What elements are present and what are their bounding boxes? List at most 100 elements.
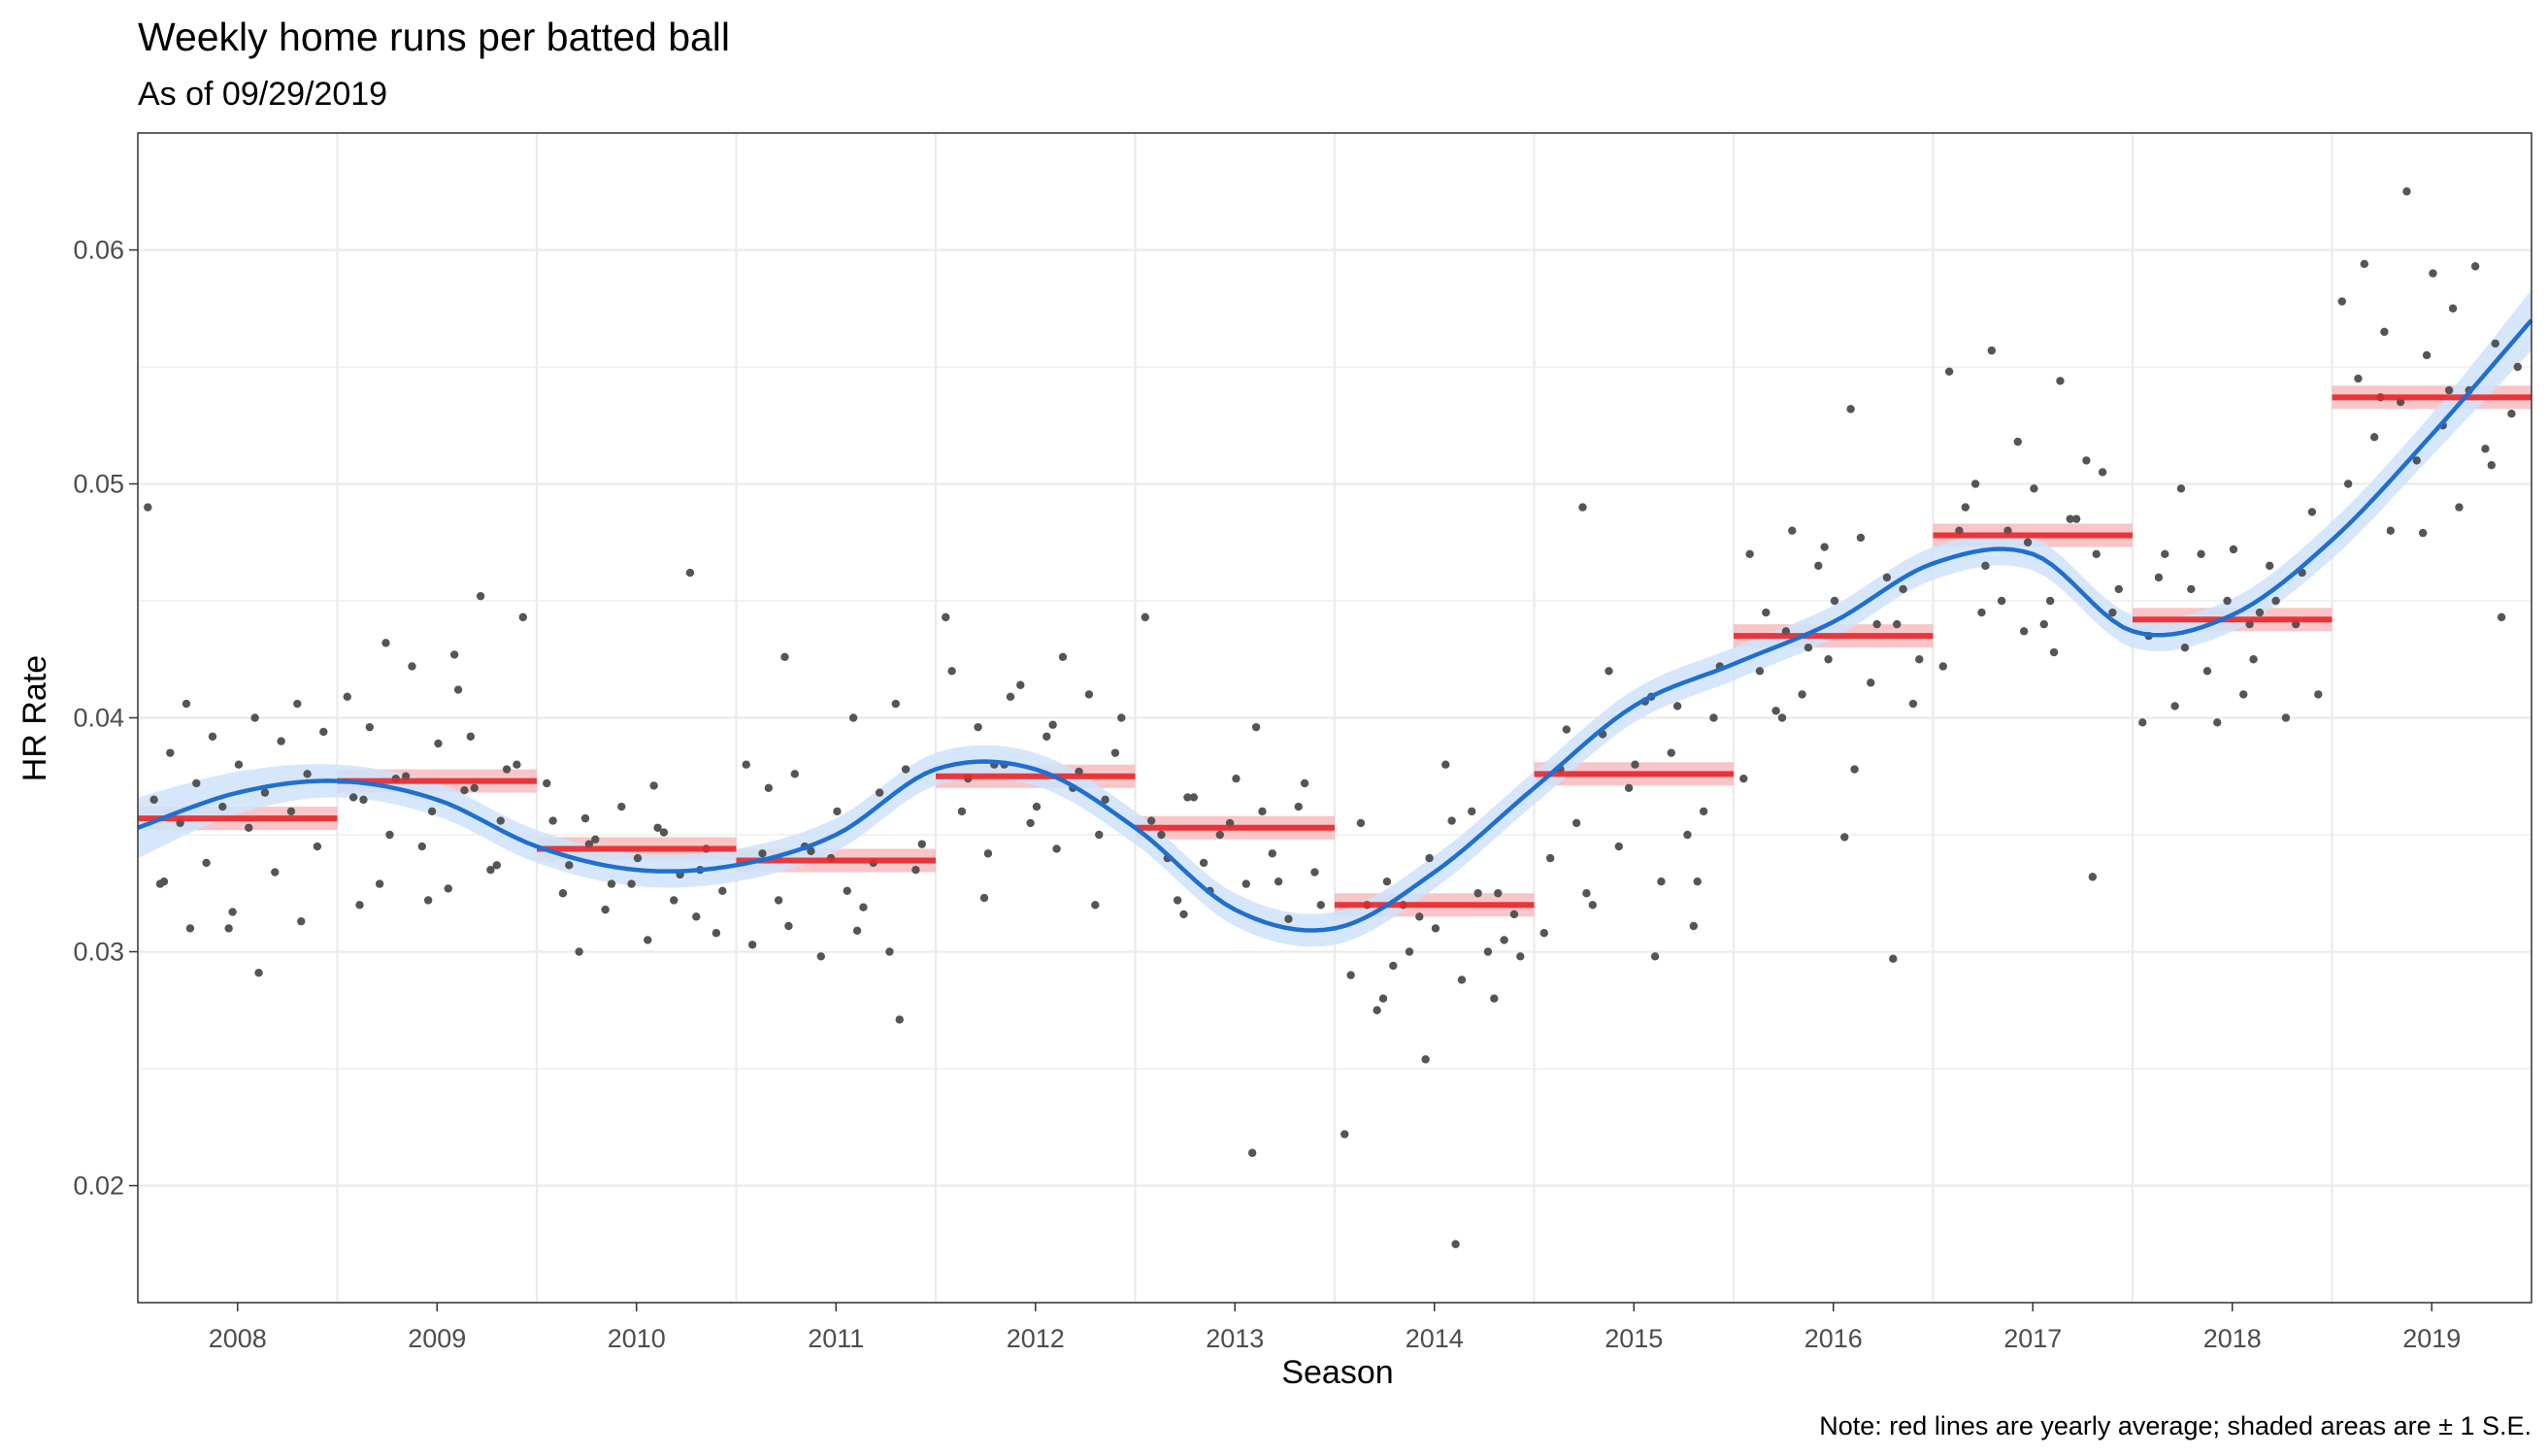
- data-point: [453, 685, 463, 694]
- data-point: [182, 699, 191, 709]
- data-point: [1441, 760, 1450, 769]
- data-point: [1173, 896, 1182, 905]
- data-point: [208, 732, 217, 741]
- data-point: [1814, 561, 1823, 571]
- data-point: [607, 879, 616, 888]
- data-point: [502, 765, 512, 774]
- data-point: [434, 739, 443, 748]
- x-tick-label: 2010: [608, 1324, 666, 1353]
- data-point: [271, 868, 280, 877]
- data-point: [1562, 725, 1572, 734]
- data-point: [1755, 667, 1765, 676]
- data-point: [1899, 584, 1907, 594]
- data-point: [1179, 910, 1188, 919]
- chart-title: Weekly home runs per batted ball: [138, 15, 730, 59]
- y-tick-label: 0.05: [73, 470, 124, 499]
- data-point: [1539, 929, 1548, 938]
- data-point: [355, 901, 364, 910]
- data-point: [2354, 374, 2363, 383]
- data-point: [319, 727, 328, 737]
- data-point: [348, 793, 358, 802]
- data-point: [2170, 702, 2179, 711]
- data-point: [764, 783, 774, 792]
- data-point: [601, 905, 610, 914]
- data-point: [427, 807, 437, 816]
- data-point: [1084, 690, 1094, 699]
- data-point: [747, 941, 757, 949]
- data-point: [565, 861, 574, 870]
- data-point: [1483, 947, 1493, 956]
- data-point: [1977, 608, 1986, 617]
- data-point: [486, 865, 495, 875]
- data-point: [2161, 549, 2169, 558]
- data-point: [1494, 889, 1503, 898]
- data-point: [2337, 297, 2346, 306]
- data-point: [2249, 655, 2258, 664]
- data-point: [901, 765, 910, 774]
- data-point: [983, 849, 993, 858]
- data-point: [1830, 596, 1839, 606]
- data-point: [1294, 802, 1303, 811]
- data-point: [1247, 1148, 1257, 1157]
- data-point: [1961, 503, 1970, 512]
- data-point: [692, 912, 701, 921]
- data-point: [149, 795, 158, 805]
- data-point: [1699, 807, 1708, 816]
- x-tick-label: 2019: [2402, 1324, 2461, 1353]
- data-point: [1882, 573, 1892, 582]
- data-point: [144, 503, 152, 512]
- data-point: [2255, 608, 2265, 617]
- data-point: [2187, 584, 2196, 594]
- data-point: [1545, 853, 1555, 863]
- data-point: [1856, 533, 1866, 543]
- data-point: [2019, 627, 2029, 636]
- data-point: [774, 896, 783, 905]
- data-point: [1693, 877, 1702, 886]
- data-point: [807, 846, 815, 856]
- data-point: [2082, 456, 2091, 465]
- data-point: [2030, 484, 2038, 493]
- y-tick-label: 0.02: [73, 1172, 124, 1201]
- data-point: [2418, 528, 2428, 538]
- data-point: [286, 807, 296, 816]
- data-point: [1657, 877, 1666, 886]
- data-point: [1101, 795, 1109, 805]
- data-point: [1451, 1240, 1460, 1248]
- data-point: [644, 936, 652, 944]
- data-point: [1516, 952, 1525, 961]
- data-point: [155, 879, 165, 888]
- x-tick-label: 2017: [2003, 1324, 2062, 1353]
- data-point: [313, 842, 322, 851]
- data-point: [2343, 480, 2353, 488]
- x-tick-label: 2016: [1804, 1324, 1863, 1353]
- data-point: [254, 968, 263, 977]
- data-point: [234, 760, 244, 769]
- data-point: [166, 748, 175, 757]
- data-point: [1846, 405, 1855, 414]
- data-point: [1095, 830, 1104, 840]
- data-point: [895, 1015, 904, 1024]
- data-point: [2045, 596, 2055, 606]
- data-point: [1605, 667, 1613, 676]
- data-point: [649, 781, 658, 790]
- data-point: [2056, 377, 2065, 385]
- data-point: [1970, 480, 1980, 488]
- data-point: [780, 652, 789, 662]
- data-point: [1048, 720, 1057, 729]
- data-point: [1650, 952, 1660, 961]
- data-point: [1274, 877, 1283, 886]
- data-point: [1421, 1055, 1430, 1064]
- data-point: [617, 802, 626, 811]
- data-point: [470, 783, 479, 792]
- data-point: [1739, 774, 1748, 783]
- data-point: [2176, 484, 2186, 493]
- data-point: [2470, 262, 2480, 271]
- data-point: [202, 858, 211, 868]
- data-point: [228, 908, 237, 916]
- data-point: [408, 662, 416, 671]
- data-point: [2202, 667, 2212, 676]
- data-point: [2239, 690, 2248, 699]
- data-point: [466, 732, 476, 741]
- data-point: [742, 760, 750, 769]
